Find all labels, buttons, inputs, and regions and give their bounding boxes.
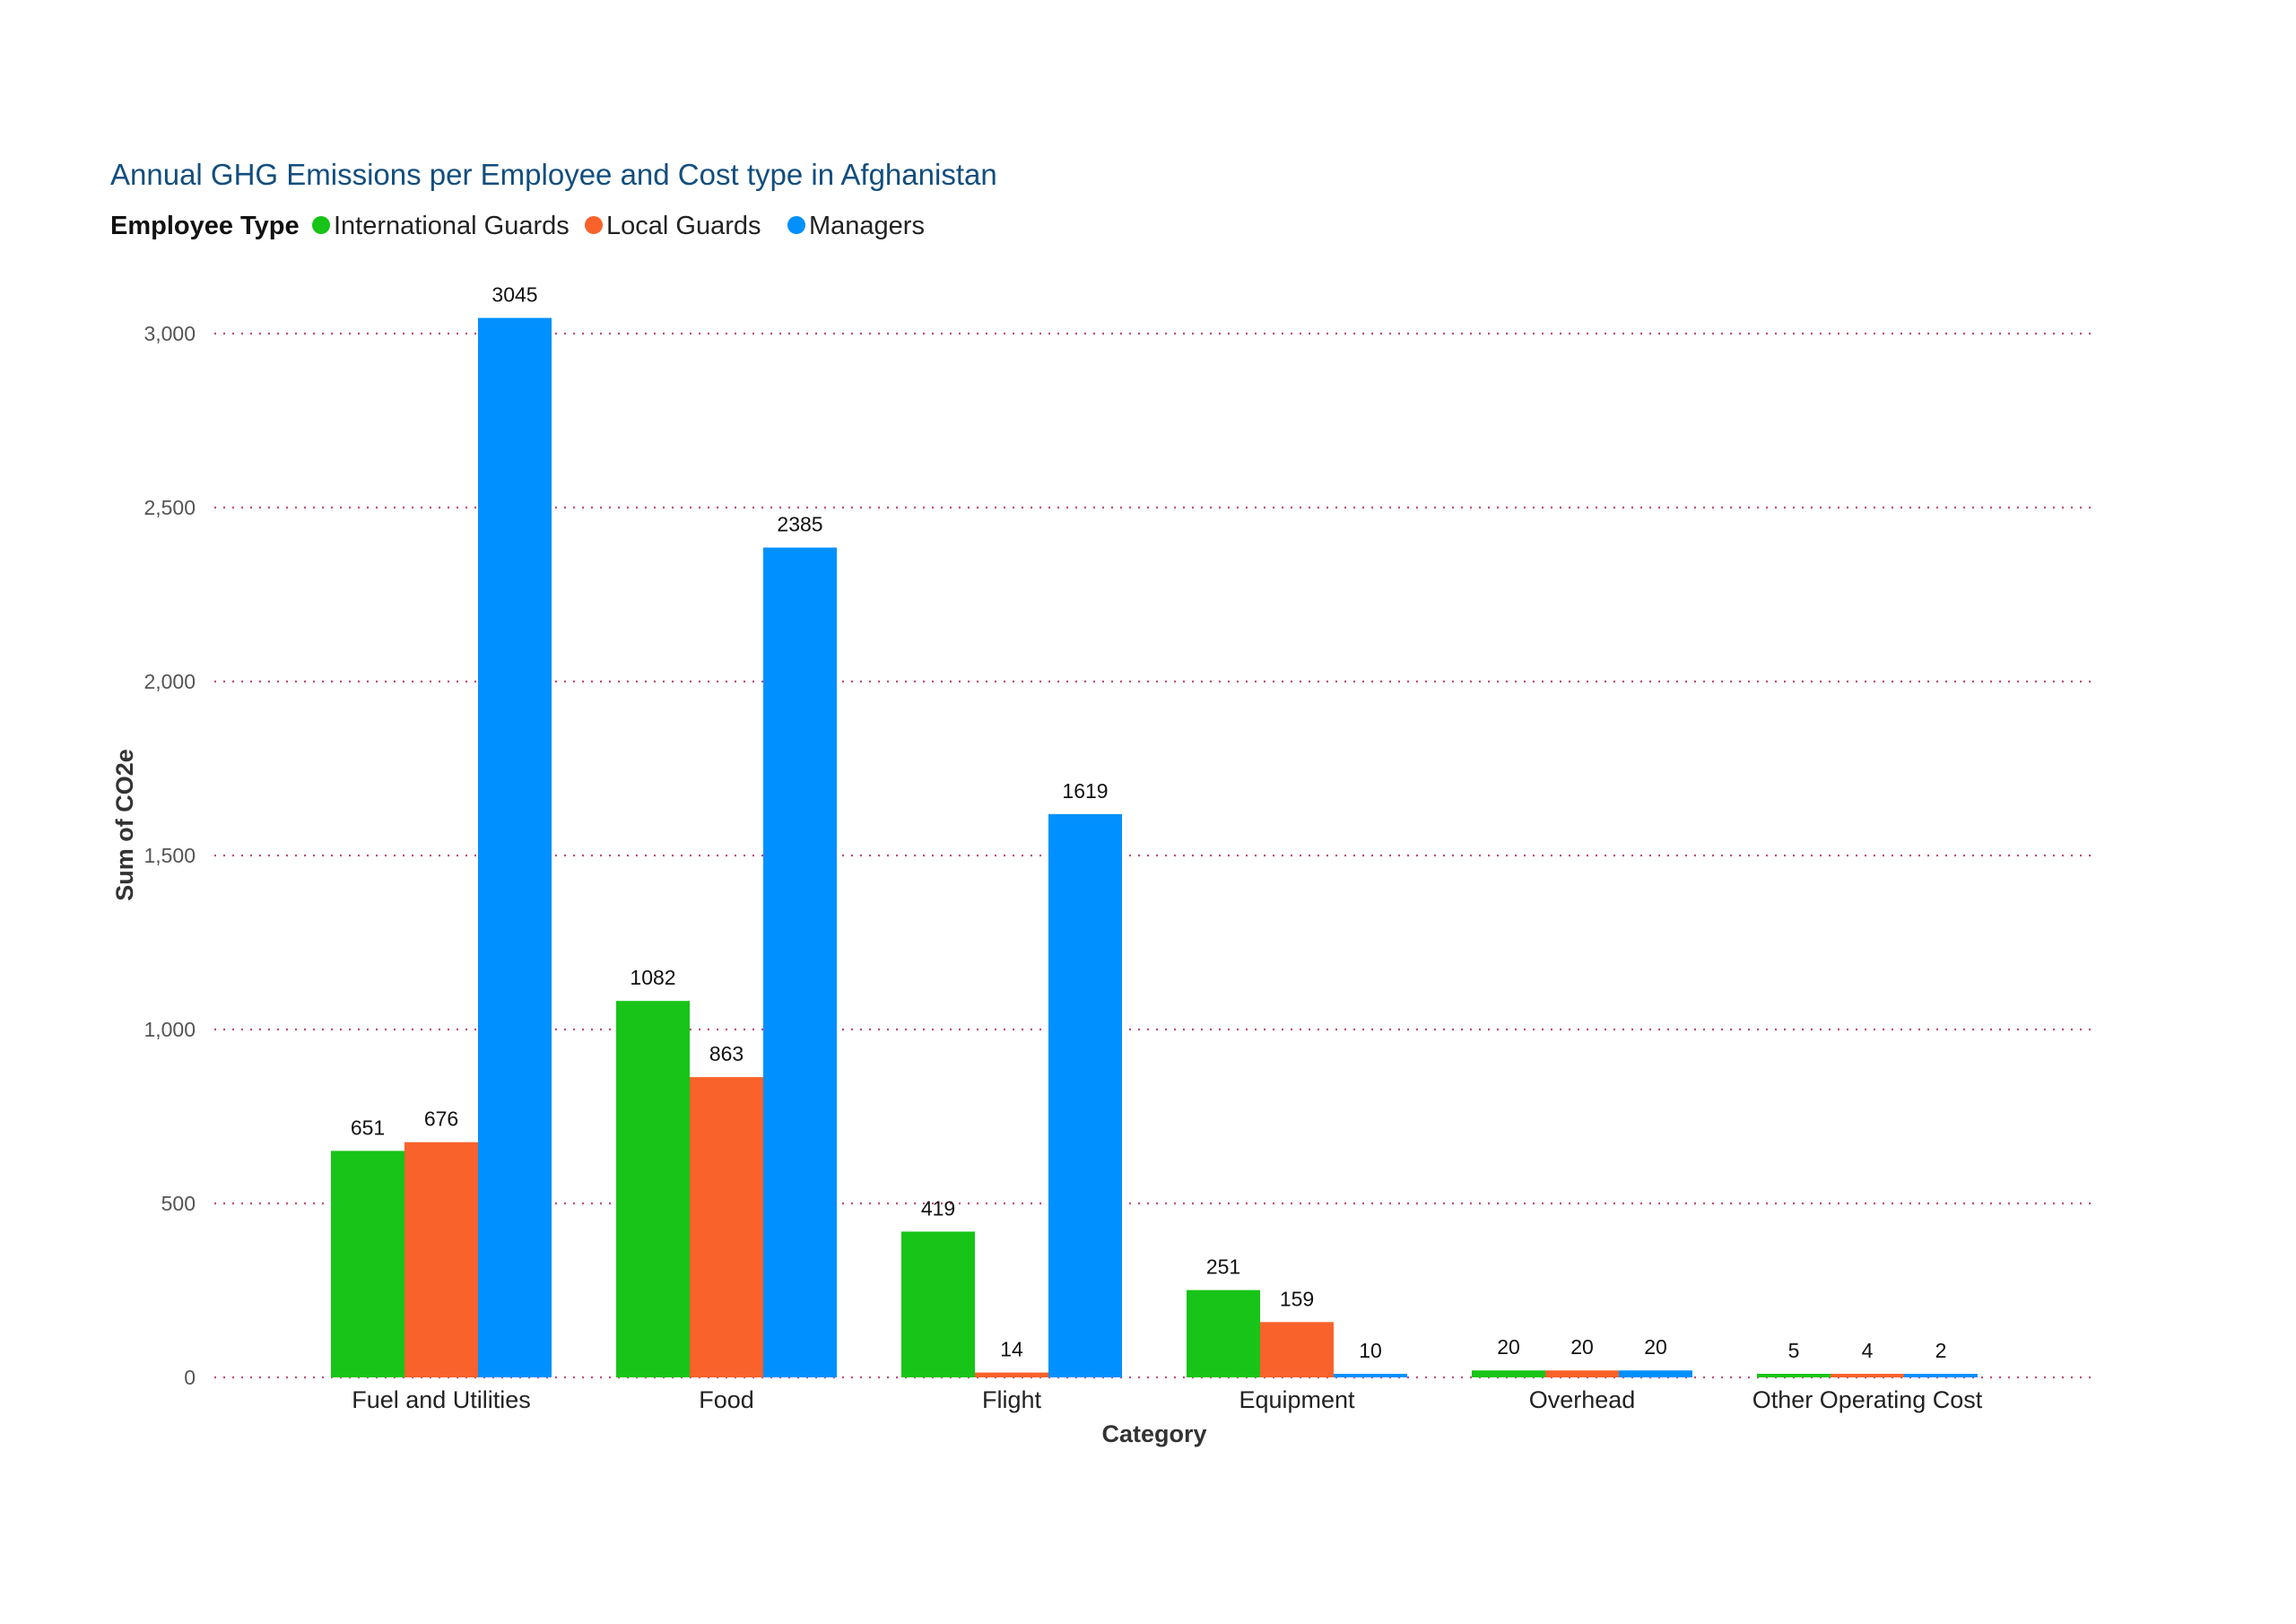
data-label: 251 bbox=[1206, 1255, 1240, 1279]
legend-item-label[interactable]: Managers bbox=[809, 212, 925, 240]
bar[interactable] bbox=[975, 1372, 1048, 1377]
data-label: 1619 bbox=[1062, 779, 1108, 803]
y-axis-ticks: 0 500 1,000 1,500 2,000 2,500 3,000 bbox=[144, 322, 196, 1389]
data-label: 2385 bbox=[777, 513, 822, 536]
y-tick-label: 2,000 bbox=[144, 670, 196, 693]
bar[interactable] bbox=[1757, 1374, 1831, 1377]
x-tick-label: Equipment bbox=[1239, 1386, 1355, 1413]
bar[interactable] bbox=[616, 1001, 690, 1377]
x-tick-label: Food bbox=[699, 1386, 754, 1413]
legend-title: Employee Type bbox=[110, 212, 300, 240]
bar[interactable] bbox=[404, 1142, 478, 1377]
data-label: 14 bbox=[1000, 1338, 1023, 1361]
bar[interactable] bbox=[763, 547, 837, 1377]
x-axis-title: Category bbox=[1101, 1420, 1206, 1447]
data-label: 10 bbox=[1359, 1339, 1382, 1362]
legend: Employee Type International Guards Local … bbox=[110, 212, 925, 240]
bars bbox=[331, 317, 1978, 1377]
x-tick-label: Overhead bbox=[1529, 1386, 1636, 1413]
data-label: 20 bbox=[1644, 1335, 1667, 1359]
bar[interactable] bbox=[690, 1077, 763, 1377]
data-label: 159 bbox=[1280, 1287, 1314, 1310]
bar[interactable] bbox=[901, 1231, 975, 1377]
y-tick-label: 1,000 bbox=[144, 1018, 196, 1041]
bar[interactable] bbox=[1472, 1370, 1545, 1377]
data-label: 1082 bbox=[630, 966, 675, 989]
chart-title: Annual GHG Emissions per Employee and Co… bbox=[110, 158, 997, 191]
bar[interactable] bbox=[1048, 813, 1122, 1377]
legend-marker-icon bbox=[585, 216, 603, 234]
y-tick-label: 1,500 bbox=[144, 844, 196, 867]
data-label: 5 bbox=[1788, 1339, 1800, 1362]
bar[interactable] bbox=[331, 1151, 404, 1377]
bar[interactable] bbox=[1545, 1370, 1619, 1377]
data-label: 2 bbox=[1935, 1339, 1947, 1362]
legend-marker-icon bbox=[312, 216, 330, 234]
data-labels: 651 676 3045 1082 863 2385 419 14 1619 251 159 10 20… bbox=[351, 283, 1947, 1362]
data-label: 20 bbox=[1497, 1335, 1520, 1359]
y-tick-label: 3,000 bbox=[144, 322, 196, 345]
y-tick-label: 500 bbox=[161, 1192, 196, 1215]
legend-marker-icon bbox=[787, 216, 805, 234]
y-tick-label: 2,500 bbox=[144, 496, 196, 519]
x-axis-ticks: Fuel and Utilities Food Flight Equipment Ove… bbox=[352, 1386, 1983, 1413]
data-label: 863 bbox=[709, 1042, 744, 1065]
data-label: 651 bbox=[351, 1116, 385, 1139]
y-axis-title: Sum of CO2e bbox=[111, 749, 138, 901]
x-tick-label: Other Operating Cost bbox=[1752, 1386, 1983, 1413]
legend-item-label[interactable]: Local Guards bbox=[606, 212, 761, 240]
bar[interactable] bbox=[1187, 1290, 1260, 1377]
legend-item-label[interactable]: International Guards bbox=[334, 212, 570, 240]
data-label: 20 bbox=[1570, 1335, 1594, 1359]
y-tick-label: 0 bbox=[184, 1366, 196, 1389]
x-tick-label: Fuel and Utilities bbox=[352, 1386, 531, 1413]
data-label: 4 bbox=[1862, 1339, 1874, 1362]
data-label: 676 bbox=[424, 1107, 458, 1131]
bar[interactable] bbox=[478, 317, 552, 1377]
bar[interactable] bbox=[1260, 1322, 1334, 1377]
data-label: 419 bbox=[921, 1196, 955, 1220]
data-label: 3045 bbox=[491, 283, 537, 307]
bar[interactable] bbox=[1334, 1374, 1407, 1377]
bar[interactable] bbox=[1619, 1370, 1692, 1377]
bar[interactable] bbox=[1904, 1374, 1978, 1377]
bar[interactable] bbox=[1831, 1374, 1904, 1377]
x-tick-label: Flight bbox=[982, 1386, 1042, 1413]
